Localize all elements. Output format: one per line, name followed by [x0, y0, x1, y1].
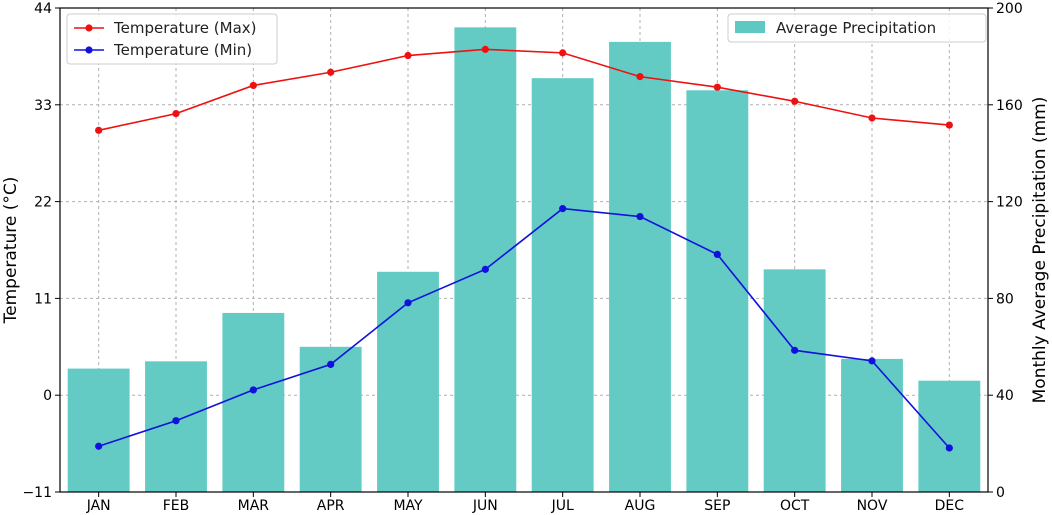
right-y-tick-label: 160	[996, 98, 1023, 114]
precipitation-bar	[918, 380, 981, 492]
series-point	[249, 386, 257, 394]
left-y-tick-label: 11	[34, 291, 52, 307]
series-point	[95, 126, 103, 134]
series-line	[98, 207, 950, 449]
precipitation-bar	[299, 346, 362, 492]
x-tick-label: JAN	[86, 498, 111, 514]
series-point	[481, 45, 489, 53]
right-y-tick-label: 80	[996, 291, 1014, 307]
precipitation-bar	[609, 41, 671, 492]
legend-label: Average Precipitation	[776, 19, 936, 37]
x-tick-label: JUL	[551, 498, 574, 514]
left-y-axis: −11 0 11 22 33 44	[22, 1, 60, 501]
precipitation-bar	[531, 78, 594, 493]
plot-frame	[59, 7, 989, 493]
precipitation-bar	[67, 368, 130, 492]
line-series	[95, 45, 953, 452]
x-tick-label: AUG	[625, 498, 656, 514]
left-y-axis-title: Temperature (°C)	[1, 177, 21, 325]
series-point	[559, 205, 567, 213]
series-point	[713, 250, 721, 258]
precipitation-bar	[145, 361, 207, 492]
x-tick-label: OCT	[780, 498, 810, 514]
series-point	[327, 68, 335, 76]
x-tick-label: DEC	[935, 498, 965, 514]
right-y-tick-label: 200	[996, 1, 1023, 17]
precipitation-bar	[222, 312, 285, 492]
series-point	[249, 81, 257, 90]
series-point	[95, 442, 103, 450]
series-point	[868, 114, 876, 122]
legend-precipitation: Average Precipitation	[727, 13, 987, 43]
legend-label: Temperature (Min)	[113, 41, 252, 59]
left-y-tick-label: 22	[34, 195, 52, 211]
precipitation-bar	[454, 27, 517, 493]
x-tick-label: FEB	[163, 498, 190, 514]
series-point	[404, 299, 412, 307]
x-tick-label: APR	[317, 498, 345, 514]
legend-box	[727, 13, 987, 43]
x-tick-label: JUN	[472, 498, 498, 514]
right-y-tick-label: 40	[996, 388, 1014, 404]
series-point	[636, 73, 644, 81]
legend-marker	[85, 24, 93, 32]
legend-box	[66, 13, 278, 65]
series-point	[559, 49, 567, 57]
series-point	[713, 83, 721, 91]
legend-bar-swatch	[735, 21, 765, 33]
series-point	[868, 357, 876, 365]
series-line	[98, 48, 950, 132]
left-y-tick-label: 0	[43, 388, 52, 404]
legend-label: Temperature (Max)	[113, 19, 257, 37]
series-point	[791, 97, 799, 105]
bar-series	[67, 27, 981, 493]
x-tick-label: NOV	[857, 498, 888, 514]
legend-marker	[85, 46, 93, 54]
series-point	[172, 110, 180, 118]
right-y-axis: 0 40 80 120 160 200	[988, 1, 1023, 501]
precipitation-bar	[686, 90, 749, 492]
series-point	[481, 265, 489, 273]
precipitation-bar	[763, 269, 826, 492]
series-point	[945, 444, 953, 452]
left-y-tick-label: 44	[34, 1, 52, 17]
legend-temperature: Temperature (Max) Temperature (Min)	[66, 13, 278, 65]
right-y-tick-label: 120	[996, 195, 1023, 211]
precipitation-bar	[841, 358, 903, 492]
plot-border	[59, 7, 989, 493]
precipitation-bar	[377, 271, 439, 492]
left-y-tick-label: −11	[22, 485, 52, 501]
x-tick-label: MAR	[238, 498, 270, 514]
series-point	[327, 360, 335, 368]
right-y-axis-title: Monthly Average Precipitation (mm)	[1030, 97, 1050, 404]
series-point	[945, 121, 953, 129]
right-y-tick-label: 0	[996, 485, 1005, 501]
x-axis: JAN FEB MAR APR MAY JUN JUL AUG SEP OCT NOV DEC	[86, 492, 965, 514]
x-tick-label: SEP	[704, 498, 730, 514]
series-point	[404, 51, 412, 60]
series-point	[636, 212, 644, 221]
series-point	[791, 346, 799, 354]
series-point	[172, 417, 180, 425]
left-y-tick-label: 33	[34, 98, 52, 114]
x-tick-label: MAY	[393, 498, 423, 514]
